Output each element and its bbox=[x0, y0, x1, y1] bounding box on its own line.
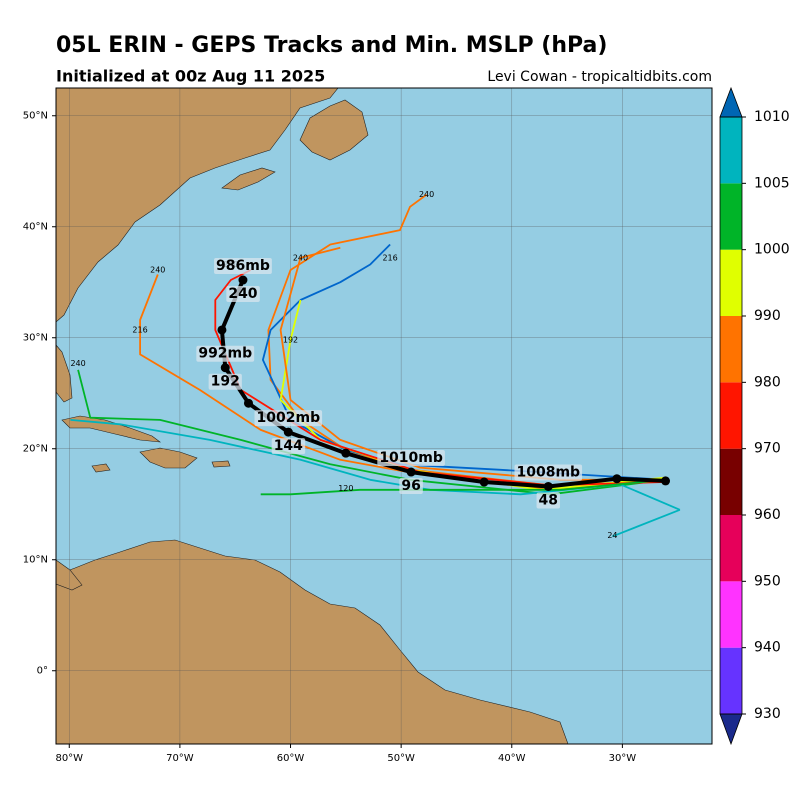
colorbar-tick-label: 950 bbox=[754, 573, 781, 589]
mean-hour-label: 240 bbox=[228, 286, 257, 302]
colorbar-segment bbox=[720, 581, 742, 648]
colorbar-segment bbox=[720, 316, 742, 383]
colorbar-segment bbox=[720, 183, 742, 250]
mean-point bbox=[238, 275, 248, 285]
north-america bbox=[55, 87, 339, 323]
hour-label: 120 bbox=[338, 484, 353, 493]
colorbar-extend-high bbox=[719, 86, 743, 118]
colorbar-tick-label: 990 bbox=[754, 308, 781, 324]
mean-point bbox=[217, 325, 227, 335]
pressure-label: 992mb bbox=[198, 346, 252, 362]
member-track bbox=[262, 243, 666, 481]
mean-point bbox=[406, 467, 416, 477]
colorbar-tick-label: 1000 bbox=[754, 242, 790, 258]
mean-point bbox=[220, 363, 230, 373]
lat-tick-label: 40°N bbox=[23, 222, 48, 233]
colorbar-tick-label: 980 bbox=[754, 374, 781, 390]
map-frame bbox=[55, 87, 713, 745]
puerto-rico bbox=[211, 460, 231, 468]
lon-tick-label: 30°W bbox=[609, 753, 637, 764]
south-america bbox=[55, 539, 569, 745]
colorbar-tick-label: 960 bbox=[754, 507, 781, 523]
hour-label: 240 bbox=[150, 266, 165, 275]
colorbar-segment bbox=[720, 249, 742, 316]
lat-tick-label: 30°N bbox=[23, 333, 48, 344]
land bbox=[55, 87, 569, 745]
member-track bbox=[267, 193, 666, 487]
tracks: 240 216 216 240 240 192 240 240 120 24 1008mb 48 101… bbox=[70, 190, 681, 540]
colorbar-tick-label: 1005 bbox=[754, 175, 790, 191]
mean-hour-label: 192 bbox=[211, 374, 240, 390]
hour-label: 240 bbox=[419, 190, 434, 199]
label-background bbox=[536, 492, 561, 509]
lat-tick-label: 0° bbox=[37, 666, 48, 677]
mean-point bbox=[341, 448, 351, 458]
lon-tick-label: 60°W bbox=[277, 753, 305, 764]
colorbar: 930 940 950 960 970 980 990 1000 1005 1010 bbox=[719, 86, 790, 746]
label-background bbox=[399, 478, 423, 495]
mean-point bbox=[243, 398, 253, 408]
jamaica bbox=[91, 463, 111, 473]
subtitle: Initialized at 00z Aug 11 2025 bbox=[56, 67, 325, 86]
hour-label: 216 bbox=[382, 253, 397, 262]
lat-tick-label: 10°N bbox=[23, 555, 48, 566]
hour-label: 240 bbox=[70, 359, 85, 368]
newfoundland bbox=[299, 99, 369, 161]
lat-tick-label: 20°N bbox=[23, 444, 48, 455]
title: 05L ERIN - GEPS Tracks and Min. MSLP (hP… bbox=[56, 33, 607, 58]
label-background bbox=[226, 286, 260, 303]
colorbar-frame bbox=[719, 116, 743, 715]
nova-scotia bbox=[221, 167, 276, 191]
mean-point bbox=[283, 427, 293, 437]
hour-label: 192 bbox=[283, 335, 298, 344]
pressure-label: 1002mb bbox=[257, 410, 321, 426]
mean-hour-label: 48 bbox=[539, 492, 558, 508]
member-track bbox=[612, 508, 681, 538]
mean-hour-label: 144 bbox=[274, 438, 303, 454]
lat-tick-label: 50°N bbox=[23, 111, 48, 122]
colorbar-tick-label: 930 bbox=[754, 706, 781, 722]
mean-point bbox=[543, 481, 553, 491]
label-background bbox=[271, 438, 306, 455]
pressure-label: 1010mb bbox=[379, 450, 443, 466]
colorbar-extend-low bbox=[719, 713, 743, 746]
hour-label: 240 bbox=[293, 253, 308, 262]
lon-tick-label: 80°W bbox=[55, 753, 83, 764]
label-background bbox=[208, 373, 242, 390]
mean-point bbox=[661, 476, 671, 486]
label-background bbox=[196, 345, 255, 362]
colorbar-tick-label: 940 bbox=[754, 640, 781, 656]
colorbar-segment bbox=[720, 448, 742, 515]
colorbar-segment bbox=[720, 515, 742, 582]
hour-label: 216 bbox=[132, 325, 147, 334]
pressure-label: 1008mb bbox=[516, 464, 580, 480]
lon-tick-label: 50°W bbox=[387, 753, 415, 764]
colorbar-segment bbox=[720, 647, 742, 714]
mean-hour-label: 96 bbox=[401, 478, 420, 494]
hour-label: 24 bbox=[607, 531, 617, 540]
lon-tick-label: 40°W bbox=[498, 753, 526, 764]
colorbar-tick-label: 1010 bbox=[754, 109, 790, 125]
label-background bbox=[377, 450, 445, 467]
colorbar-tick-label: 970 bbox=[754, 441, 781, 457]
mean-point bbox=[612, 474, 622, 484]
credit: Levi Cowan - tropicaltidbits.com bbox=[487, 69, 712, 85]
colorbar-segment bbox=[720, 117, 742, 184]
colorbar-segment bbox=[720, 382, 742, 449]
label-background bbox=[214, 258, 272, 275]
graticule bbox=[52, 88, 712, 748]
label-background bbox=[254, 410, 323, 427]
lon-tick-label: 70°W bbox=[166, 753, 194, 764]
pressure-label: 986mb bbox=[216, 258, 270, 274]
mean-point bbox=[479, 477, 489, 487]
label-background bbox=[514, 464, 583, 481]
